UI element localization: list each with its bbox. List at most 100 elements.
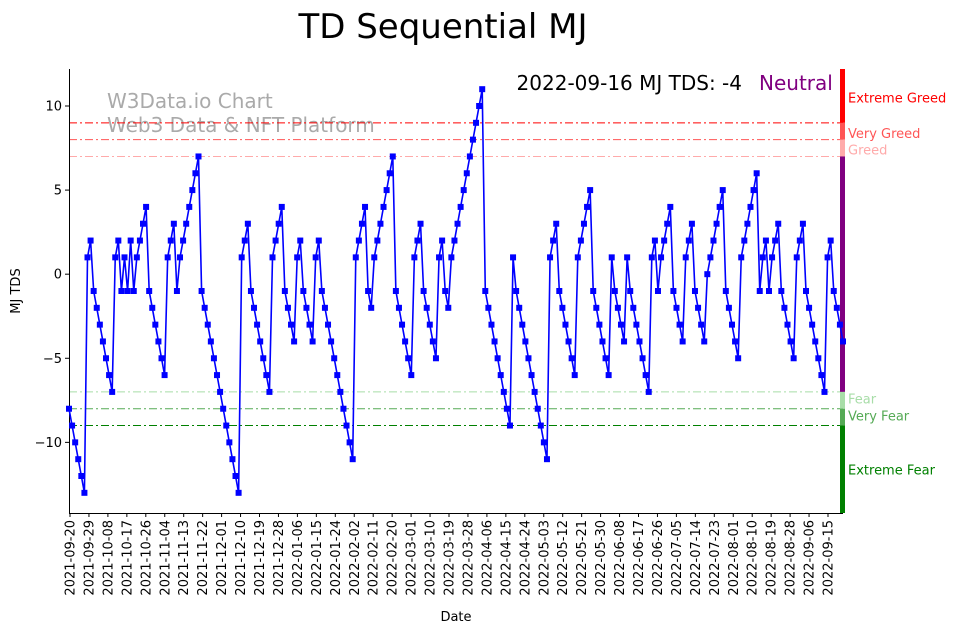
data-point xyxy=(69,422,76,429)
x-tick-label: 2022-03-28 xyxy=(461,520,476,596)
x-tick-label: 2021-11-13 xyxy=(177,520,192,596)
data-point xyxy=(494,355,501,362)
data-point xyxy=(525,355,532,362)
data-point xyxy=(315,237,322,244)
data-point xyxy=(796,237,803,244)
zone-label-fear: Fear xyxy=(848,393,877,408)
data-point xyxy=(164,254,171,261)
data-point xyxy=(818,372,825,379)
x-tick-label: 2021-12-28 xyxy=(272,520,287,596)
data-point xyxy=(429,338,436,345)
data-point xyxy=(476,103,483,109)
data-point xyxy=(747,203,754,210)
data-point xyxy=(380,203,387,210)
data-point xyxy=(278,203,285,210)
data-point xyxy=(658,254,665,261)
x-tick-label: 2021-12-10 xyxy=(234,520,249,596)
data-point xyxy=(695,304,702,311)
data-point xyxy=(241,237,248,244)
data-point xyxy=(463,170,470,177)
data-point xyxy=(645,388,652,395)
data-point xyxy=(593,304,600,311)
data-point xyxy=(500,388,507,395)
x-tick-label: 2022-08-19 xyxy=(765,520,780,596)
data-point xyxy=(587,187,594,194)
zone-label-extreme-greed: Extreme Greed xyxy=(848,92,946,107)
data-point xyxy=(201,304,208,311)
data-point xyxy=(161,372,168,379)
data-point xyxy=(725,304,732,311)
data-point xyxy=(186,203,193,210)
data-point xyxy=(574,254,581,261)
data-point xyxy=(414,237,421,244)
data-point xyxy=(136,237,143,244)
data-point xyxy=(130,288,137,294)
data-point xyxy=(291,338,298,345)
x-tick-label: 2022-05-12 xyxy=(556,520,571,596)
data-point xyxy=(698,321,705,328)
data-point xyxy=(121,254,128,261)
x-ticks: 2021-09-20 2021-09-29 2021-10-08 2021-10-17… xyxy=(64,513,837,596)
data-point xyxy=(254,321,261,328)
x-tick-label: 2022-02-20 xyxy=(386,520,401,596)
data-point xyxy=(482,288,489,294)
data-point xyxy=(707,254,714,261)
y-ticks: −10 −5 0 5 10 xyxy=(35,100,69,451)
zone-segment-0 xyxy=(840,69,845,123)
x-tick-label: 2022-03-10 xyxy=(424,520,439,596)
data-point xyxy=(115,237,122,244)
data-point xyxy=(833,304,840,311)
data-point xyxy=(602,355,609,362)
x-tick-label: 2021-10-17 xyxy=(120,520,135,596)
zone-label-greed: Greed xyxy=(848,144,887,159)
x-tick-label: 2022-01-24 xyxy=(329,520,344,596)
data-point xyxy=(93,304,100,311)
x-tick-label: 2022-01-15 xyxy=(310,520,325,596)
data-point xyxy=(445,304,452,311)
data-point xyxy=(158,355,165,362)
data-point xyxy=(685,237,692,244)
data-point xyxy=(321,304,328,311)
data-point xyxy=(799,220,806,227)
data-point xyxy=(269,254,276,261)
x-tick-label: 2022-04-24 xyxy=(518,520,533,596)
watermark-line-2: Web3 Data & NFT Platform xyxy=(107,113,375,137)
data-point xyxy=(784,321,791,328)
data-point xyxy=(584,203,591,210)
data-point xyxy=(402,338,409,345)
x-tick-label: 2022-04-06 xyxy=(480,520,495,596)
data-point xyxy=(513,288,520,294)
data-point xyxy=(229,456,236,463)
data-point xyxy=(639,355,646,362)
data-point xyxy=(750,187,757,194)
data-point xyxy=(189,187,196,194)
data-point xyxy=(436,254,443,261)
latest-reading-status: Neutral xyxy=(759,71,833,95)
data-point xyxy=(577,237,584,244)
data-point xyxy=(559,304,566,311)
watermark: W3Data.io Chart Web3 Data & NFT Platform xyxy=(107,89,375,137)
data-point xyxy=(809,321,816,328)
data-point xyxy=(491,338,498,345)
data-point xyxy=(263,372,270,379)
data-point xyxy=(275,220,282,227)
data-point xyxy=(624,254,631,261)
data-point xyxy=(667,203,674,210)
data-point xyxy=(778,288,785,294)
data-point xyxy=(284,304,291,311)
data-point xyxy=(337,388,344,395)
data-point xyxy=(355,237,362,244)
x-tick-label: 2022-03-19 xyxy=(443,520,458,596)
data-point xyxy=(466,153,473,160)
series-mj-tds xyxy=(66,86,846,496)
data-point xyxy=(439,237,446,244)
data-point xyxy=(670,288,677,294)
data-point xyxy=(177,254,184,261)
zone-label-very-greed: Very Greed xyxy=(848,127,920,142)
x-tick-label: 2022-07-23 xyxy=(708,520,723,596)
data-point xyxy=(112,254,119,261)
x-tick-label: 2021-10-08 xyxy=(101,520,116,596)
data-point xyxy=(691,288,698,294)
y-tick-label: −5 xyxy=(43,352,62,367)
